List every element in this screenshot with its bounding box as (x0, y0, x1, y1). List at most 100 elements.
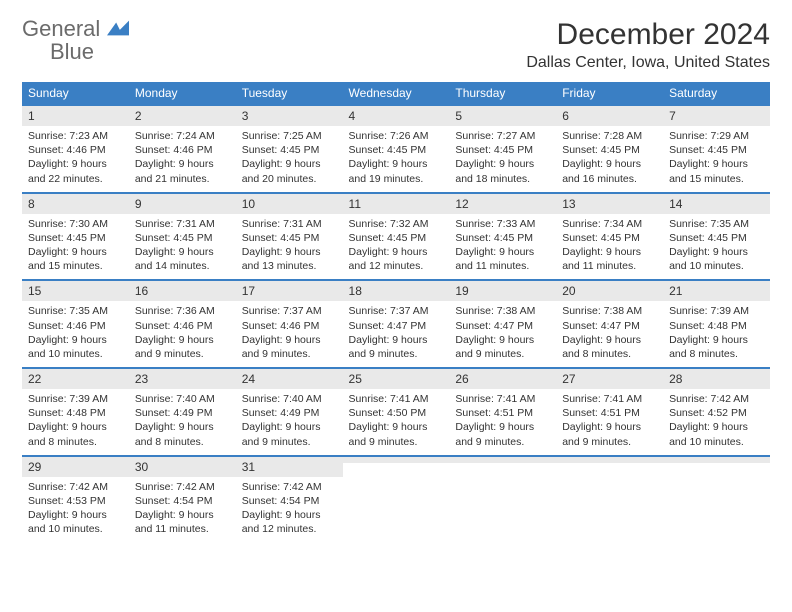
calendar-cell: 10Sunrise: 7:31 AMSunset: 4:45 PMDayligh… (236, 192, 343, 280)
calendar-cell: 19Sunrise: 7:38 AMSunset: 4:47 PMDayligh… (449, 280, 556, 368)
sunset-text: Sunset: 4:46 PM (242, 319, 337, 333)
daylight-text: Daylight: 9 hours and 9 minutes. (242, 420, 337, 448)
sunset-text: Sunset: 4:45 PM (242, 143, 337, 157)
daylight-text: Daylight: 9 hours and 10 minutes. (28, 333, 123, 361)
day-details: Sunrise: 7:40 AMSunset: 4:49 PMDaylight:… (236, 389, 343, 455)
sunrise-text: Sunrise: 7:31 AM (135, 217, 230, 231)
calendar-cell: 23Sunrise: 7:40 AMSunset: 4:49 PMDayligh… (129, 368, 236, 456)
day-details: Sunrise: 7:25 AMSunset: 4:45 PMDaylight:… (236, 126, 343, 192)
day-details: Sunrise: 7:31 AMSunset: 4:45 PMDaylight:… (129, 214, 236, 280)
calendar-cell (556, 455, 663, 542)
sunset-text: Sunset: 4:54 PM (242, 494, 337, 508)
daylight-text: Daylight: 9 hours and 8 minutes. (28, 420, 123, 448)
day-details: Sunrise: 7:23 AMSunset: 4:46 PMDaylight:… (22, 126, 129, 192)
day-number: 11 (343, 193, 450, 214)
sunset-text: Sunset: 4:45 PM (455, 231, 550, 245)
calendar-cell (663, 455, 770, 542)
calendar-cell: 7Sunrise: 7:29 AMSunset: 4:45 PMDaylight… (663, 105, 770, 193)
day-details: Sunrise: 7:38 AMSunset: 4:47 PMDaylight:… (556, 301, 663, 367)
sunrise-text: Sunrise: 7:36 AM (135, 304, 230, 318)
sunset-text: Sunset: 4:46 PM (135, 319, 230, 333)
sunrise-text: Sunrise: 7:35 AM (28, 304, 123, 318)
day-details: Sunrise: 7:28 AMSunset: 4:45 PMDaylight:… (556, 126, 663, 192)
day-number: 15 (22, 280, 129, 301)
sunset-text: Sunset: 4:48 PM (669, 319, 764, 333)
sunrise-text: Sunrise: 7:35 AM (669, 217, 764, 231)
calendar-row: 1Sunrise: 7:23 AMSunset: 4:46 PMDaylight… (22, 105, 770, 193)
day-number: 2 (129, 105, 236, 126)
day-details: Sunrise: 7:42 AMSunset: 4:53 PMDaylight:… (22, 477, 129, 543)
daylight-text: Daylight: 9 hours and 16 minutes. (562, 157, 657, 185)
daylight-text: Daylight: 9 hours and 10 minutes. (669, 420, 764, 448)
day-number: 12 (449, 193, 556, 214)
day-details: Sunrise: 7:41 AMSunset: 4:51 PMDaylight:… (449, 389, 556, 455)
sunset-text: Sunset: 4:45 PM (669, 231, 764, 245)
day-number: 19 (449, 280, 556, 301)
calendar-cell: 11Sunrise: 7:32 AMSunset: 4:45 PMDayligh… (343, 192, 450, 280)
sunset-text: Sunset: 4:45 PM (349, 231, 444, 245)
calendar-table: Sunday Monday Tuesday Wednesday Thursday… (22, 82, 770, 542)
sunrise-text: Sunrise: 7:38 AM (455, 304, 550, 318)
daylight-text: Daylight: 9 hours and 8 minutes. (669, 333, 764, 361)
day-details: Sunrise: 7:32 AMSunset: 4:45 PMDaylight:… (343, 214, 450, 280)
sunrise-text: Sunrise: 7:33 AM (455, 217, 550, 231)
calendar-cell: 6Sunrise: 7:28 AMSunset: 4:45 PMDaylight… (556, 105, 663, 193)
day-number: 28 (663, 368, 770, 389)
calendar-cell: 20Sunrise: 7:38 AMSunset: 4:47 PMDayligh… (556, 280, 663, 368)
day-number: 16 (129, 280, 236, 301)
sunrise-text: Sunrise: 7:32 AM (349, 217, 444, 231)
calendar-cell: 25Sunrise: 7:41 AMSunset: 4:50 PMDayligh… (343, 368, 450, 456)
logo-word1: General (22, 16, 100, 41)
calendar-cell: 28Sunrise: 7:42 AMSunset: 4:52 PMDayligh… (663, 368, 770, 456)
calendar-cell: 1Sunrise: 7:23 AMSunset: 4:46 PMDaylight… (22, 105, 129, 193)
logo-mark-icon (107, 20, 129, 36)
daylight-text: Daylight: 9 hours and 9 minutes. (135, 333, 230, 361)
daylight-text: Daylight: 9 hours and 11 minutes. (455, 245, 550, 273)
calendar-cell: 27Sunrise: 7:41 AMSunset: 4:51 PMDayligh… (556, 368, 663, 456)
day-number: 23 (129, 368, 236, 389)
sunset-text: Sunset: 4:49 PM (135, 406, 230, 420)
month-title: December 2024 (526, 18, 770, 52)
sunset-text: Sunset: 4:47 PM (562, 319, 657, 333)
day-number: 30 (129, 456, 236, 477)
daylight-text: Daylight: 9 hours and 9 minutes. (349, 333, 444, 361)
day-number: 1 (22, 105, 129, 126)
daylight-text: Daylight: 9 hours and 20 minutes. (242, 157, 337, 185)
day-details: Sunrise: 7:39 AMSunset: 4:48 PMDaylight:… (22, 389, 129, 455)
sunset-text: Sunset: 4:51 PM (455, 406, 550, 420)
day-details: Sunrise: 7:38 AMSunset: 4:47 PMDaylight:… (449, 301, 556, 367)
calendar-cell: 29Sunrise: 7:42 AMSunset: 4:53 PMDayligh… (22, 455, 129, 542)
day-details: Sunrise: 7:37 AMSunset: 4:46 PMDaylight:… (236, 301, 343, 367)
sunrise-text: Sunrise: 7:41 AM (455, 392, 550, 406)
daylight-text: Daylight: 9 hours and 10 minutes. (28, 508, 123, 536)
day-details: Sunrise: 7:31 AMSunset: 4:45 PMDaylight:… (236, 214, 343, 280)
day-details: Sunrise: 7:42 AMSunset: 4:52 PMDaylight:… (663, 389, 770, 455)
sunrise-text: Sunrise: 7:23 AM (28, 129, 123, 143)
day-details: Sunrise: 7:36 AMSunset: 4:46 PMDaylight:… (129, 301, 236, 367)
daylight-text: Daylight: 9 hours and 13 minutes. (242, 245, 337, 273)
day-details: Sunrise: 7:42 AMSunset: 4:54 PMDaylight:… (236, 477, 343, 543)
calendar-cell: 13Sunrise: 7:34 AMSunset: 4:45 PMDayligh… (556, 192, 663, 280)
day-number: 5 (449, 105, 556, 126)
sunset-text: Sunset: 4:45 PM (562, 143, 657, 157)
sunset-text: Sunset: 4:53 PM (28, 494, 123, 508)
sunset-text: Sunset: 4:49 PM (242, 406, 337, 420)
calendar-cell: 17Sunrise: 7:37 AMSunset: 4:46 PMDayligh… (236, 280, 343, 368)
calendar-cell (449, 455, 556, 542)
calendar-cell: 12 Sunrise: 7:33 AMSunset: 4:45 PMDayligh… (449, 192, 556, 280)
day-number (343, 456, 450, 463)
sunrise-text: Sunrise: 7:28 AM (562, 129, 657, 143)
col-saturday: Saturday (663, 82, 770, 105)
daylight-text: Daylight: 9 hours and 9 minutes. (562, 420, 657, 448)
day-details: Sunrise: 7:24 AMSunset: 4:46 PMDaylight:… (129, 126, 236, 192)
daylight-text: Daylight: 9 hours and 11 minutes. (135, 508, 230, 536)
sunset-text: Sunset: 4:45 PM (242, 231, 337, 245)
calendar-cell: 24Sunrise: 7:40 AMSunset: 4:49 PMDayligh… (236, 368, 343, 456)
calendar-cell: 4Sunrise: 7:26 AMSunset: 4:45 PMDaylight… (343, 105, 450, 193)
day-number: 22 (22, 368, 129, 389)
day-number (449, 456, 556, 463)
calendar-cell: 21Sunrise: 7:39 AMSunset: 4:48 PMDayligh… (663, 280, 770, 368)
day-number: 26 (449, 368, 556, 389)
sunset-text: Sunset: 4:45 PM (562, 231, 657, 245)
day-details: Sunrise: 7:37 AMSunset: 4:47 PMDaylight:… (343, 301, 450, 367)
